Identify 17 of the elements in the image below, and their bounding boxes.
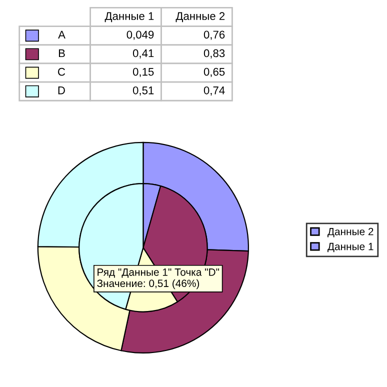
data-label: 0,83 — [204, 49, 225, 58]
data-label: 0,049 — [126, 30, 154, 40]
legend-label: B — [58, 49, 65, 58]
text: Данные 2 — [176, 12, 225, 22]
data-label: 0,74 — [204, 86, 225, 96]
legend-label: D — [58, 86, 65, 94]
data-label: 0,65 — [204, 68, 225, 78]
legend-label: Данные 2 — [328, 228, 374, 238]
legend-label: A — [58, 30, 66, 38]
text: Данные 1 — [104, 12, 154, 22]
legend-label: Данные 1 — [328, 242, 374, 252]
data-label: 0,41 — [132, 49, 154, 58]
data-label: 0,51 — [132, 86, 154, 96]
data-label: 0,76 — [204, 30, 225, 40]
data-label: 0,15 — [132, 68, 154, 78]
legend-label: C — [58, 68, 66, 76]
text: Ряд "Данные 1" Точка "D" Значение: 0,51 (46%) — [97, 268, 220, 290]
